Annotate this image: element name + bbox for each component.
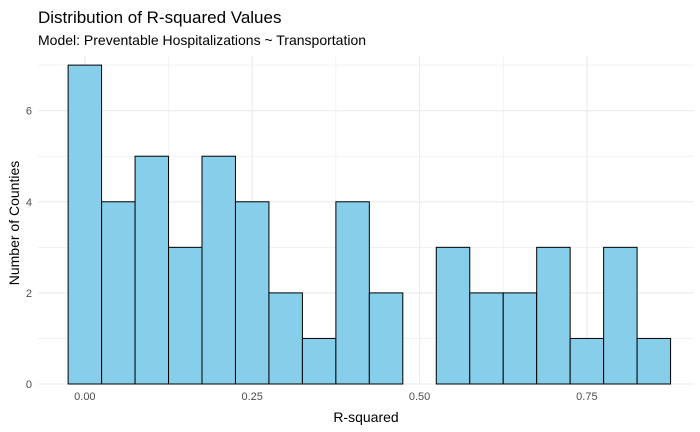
x-tick-label: 0.00 [74, 391, 95, 403]
histogram-bars [67, 64, 672, 385]
histogram-bar [335, 201, 370, 385]
histogram-bar [101, 201, 136, 385]
chart-subtitle: Model: Preventable Hospitalizations ~ Tr… [38, 32, 367, 48]
x-axis-ticks: 0.00 0.25 0.50 0.75 [74, 391, 597, 403]
histogram-bar [201, 155, 236, 385]
histogram-bar [603, 246, 638, 385]
histogram-bar [368, 292, 404, 385]
y-axis-ticks: 0 2 4 6 [26, 106, 32, 391]
histogram-bar [134, 155, 170, 385]
histogram-bar [67, 64, 103, 385]
histogram-bar [536, 246, 571, 385]
histogram-bar [502, 292, 538, 385]
x-axis-title: R-squared [333, 409, 398, 425]
histogram-bar [435, 246, 471, 385]
y-tick-label: 0 [26, 379, 32, 391]
chart-title: Distribution of R-squared Values [38, 8, 282, 27]
histogram-bar [636, 337, 672, 385]
histogram-bar [301, 337, 337, 385]
histogram-bar [234, 201, 270, 385]
y-tick-label: 2 [26, 288, 32, 300]
histogram-bar [569, 337, 605, 385]
y-tick-label: 6 [26, 106, 32, 118]
x-tick-label: 0.75 [576, 391, 597, 403]
histogram-bar [469, 292, 504, 385]
x-tick-label: 0.50 [409, 391, 430, 403]
histogram-bar [268, 292, 303, 385]
x-tick-label: 0.25 [241, 391, 262, 403]
y-axis-title: Number of Counties [6, 161, 22, 286]
histogram-bar [168, 246, 203, 385]
y-tick-label: 4 [26, 197, 32, 209]
